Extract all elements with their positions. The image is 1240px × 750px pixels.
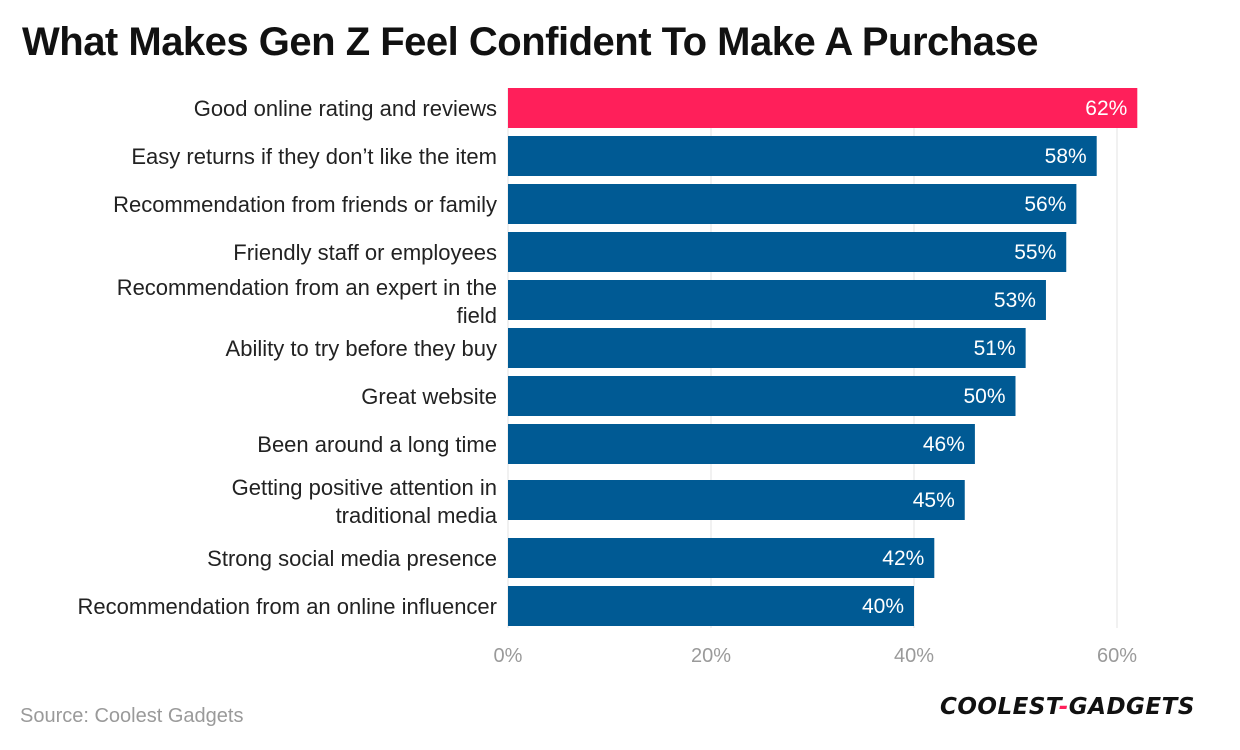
tick-layer: 0% 20% 40% 60% <box>494 645 1138 667</box>
bar <box>508 586 914 626</box>
bar-value-label: 40% <box>862 595 904 618</box>
x-tick-label: 40% <box>894 645 934 667</box>
bar-value-label: 53% <box>994 289 1036 312</box>
bar <box>508 232 1067 272</box>
bar <box>508 424 975 464</box>
bar <box>508 480 965 520</box>
logo-separator: - <box>1058 694 1069 720</box>
category-label: Great website <box>361 384 497 409</box>
category-label: Recommendation from friends or family <box>113 192 497 217</box>
bar <box>508 136 1097 176</box>
category-label: Ability to try before they buy <box>226 336 497 361</box>
bar <box>508 88 1138 128</box>
bar <box>508 184 1077 224</box>
bar <box>508 328 1026 368</box>
bar-value-label: 55% <box>1014 241 1056 264</box>
bar <box>508 538 935 578</box>
category-label-line: field <box>457 303 497 328</box>
category-label: Getting positive attention in traditional… <box>232 475 498 528</box>
category-label: Been around a long time <box>257 432 497 457</box>
category-label: Easy returns if they don’t like the item <box>131 144 497 169</box>
bar-value-label: 51% <box>974 337 1016 360</box>
category-label: Friendly staff or employees <box>233 240 497 265</box>
source-note: Source: Coolest Gadgets <box>20 705 244 727</box>
logo-text-2: GADGETS <box>1068 694 1195 720</box>
bar-value-label: 58% <box>1045 145 1087 168</box>
bar-value-label: 62% <box>1085 97 1127 120</box>
bar <box>508 280 1046 320</box>
chart-title: What Makes Gen Z Feel Confident To Make … <box>22 20 1038 64</box>
bar-layer <box>508 88 1138 626</box>
bar-value-label: 42% <box>882 547 924 570</box>
bar-value-label: 45% <box>913 489 955 512</box>
x-tick-label: 0% <box>494 645 523 667</box>
category-label-line: traditional media <box>336 503 498 528</box>
category-label: Strong social media presence <box>207 546 497 571</box>
category-label-line: Recommendation from an expert in the <box>117 275 497 300</box>
bar-chart: 62% Good online rating and reviews 58% Easy… <box>78 88 1138 667</box>
category-label-line: Getting positive attention in <box>232 475 497 500</box>
category-label: Good online rating and reviews <box>194 96 497 121</box>
x-tick-label: 60% <box>1097 645 1137 667</box>
bar-value-label: 46% <box>923 433 965 456</box>
label-layer: 62% Good online rating and reviews 58% Easy… <box>78 96 1128 619</box>
bar <box>508 376 1016 416</box>
brand-logo: COOLEST-GADGETS <box>940 694 1195 720</box>
bar-value-label: 56% <box>1024 193 1066 216</box>
x-tick-label: 20% <box>691 645 731 667</box>
logo-text-1: COOLEST <box>940 694 1059 720</box>
category-label: Recommendation from an online influencer <box>78 594 497 619</box>
category-label: Recommendation from an expert in the fiel… <box>117 275 497 328</box>
bar-value-label: 50% <box>963 385 1005 408</box>
